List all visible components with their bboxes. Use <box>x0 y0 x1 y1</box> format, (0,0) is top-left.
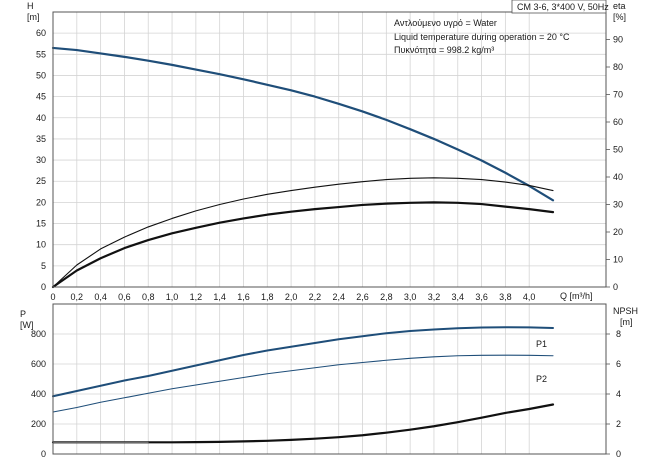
y-right-tick-label-bottom: 6 <box>616 359 621 369</box>
x-tick-label: 2,2 <box>309 292 322 302</box>
y-left-tick-label: 0 <box>41 282 46 292</box>
y-left-tick-label: 45 <box>36 92 46 102</box>
y-left-tick-label: 25 <box>36 176 46 186</box>
annotation-liquid: Αντλούμενο υγρό = Water <box>394 18 497 28</box>
y-left-tick-label-bottom: 600 <box>31 359 46 369</box>
x-tick-label: 0,8 <box>142 292 155 302</box>
top-grid <box>52 12 606 288</box>
y-right-tick-label-bottom: 0 <box>616 449 621 459</box>
x-tick-label: 3,8 <box>499 292 512 302</box>
y-right-unit-top: [%] <box>613 12 626 22</box>
annotation-density: Πυκνότητα = 998.2 kg/m³ <box>394 45 494 55</box>
y-right-tick-label: 30 <box>613 200 623 210</box>
x-tick-label: 0,2 <box>71 292 84 302</box>
top-series-line-2 <box>51 201 555 289</box>
y-right-tick-label: 0 <box>613 282 618 292</box>
y-left-tick-label-bottom: 200 <box>31 419 46 429</box>
y-right-tick-label-bottom: 2 <box>616 419 621 429</box>
y-right-tick-label: 20 <box>613 227 623 237</box>
series-label-p2: P2 <box>536 374 547 384</box>
x-tick-label: 3,2 <box>428 292 441 302</box>
y-left-unit-bottom: [W] <box>20 320 34 330</box>
top-series-line-1 <box>52 177 554 288</box>
y-left-tick-label: 60 <box>36 28 46 38</box>
y-left-tick-label: 10 <box>36 240 46 250</box>
y-left-tick-label: 5 <box>41 261 46 271</box>
chart-title-box <box>511 0 607 14</box>
x-tick-label: 3,4 <box>452 292 465 302</box>
bottom-grid <box>52 304 606 455</box>
y-right-label-top: eta <box>613 1 626 11</box>
top-series-line-0 <box>51 46 555 202</box>
y-right-tick-label: 10 <box>613 255 623 265</box>
y-right-tick-label: 80 <box>613 62 623 72</box>
y-left-tick-label: 50 <box>36 70 46 80</box>
top-axis-ticks: 0 0,2 0,4 0,6 0,8 1,0 1,2 1,4 1,6 1,8 2,0 2,2 2,4 2,6… <box>36 28 623 302</box>
y-right-tick-label: 50 <box>613 145 623 155</box>
x-tick-label: 2,8 <box>380 292 393 302</box>
bottom-series-line-0 <box>52 326 554 398</box>
top-series-group <box>51 46 555 289</box>
x-tick-label: 4,0 <box>523 292 536 302</box>
x-tick-label: 3,6 <box>475 292 488 302</box>
y-left-tick-label-bottom: 0 <box>41 449 46 459</box>
x-tick-label: 1,2 <box>190 292 203 302</box>
y-right-tick-label: 40 <box>613 172 623 182</box>
chart-title: CM 3-6, 3*400 V, 50Hz <box>517 2 609 12</box>
series-label-p1: P1 <box>536 339 547 349</box>
x-tick-label: 0,6 <box>118 292 131 302</box>
x-tick-label: 0,4 <box>94 292 107 302</box>
y-right-tick-label-bottom: 4 <box>616 389 621 399</box>
y-left-tick-label-bottom: 400 <box>31 389 46 399</box>
y-left-unit-top: [m] <box>27 12 40 22</box>
y-right-unit-bottom: [m] <box>620 317 633 327</box>
y-left-tick-label: 20 <box>36 197 46 207</box>
y-left-label-top: H <box>27 1 34 11</box>
y-right-tick-label-bottom: 8 <box>616 329 621 339</box>
x-tick-label: 2,6 <box>356 292 369 302</box>
x-tick-label: 2,4 <box>332 292 345 302</box>
x-tick-label: 1,6 <box>237 292 250 302</box>
x-axis-label: Q [m³/h] <box>560 291 593 301</box>
x-tick-label: 0 <box>50 292 55 302</box>
top-plot-frame <box>52 11 607 288</box>
y-left-tick-label: 30 <box>36 155 46 165</box>
x-tick-label: 3,0 <box>404 292 417 302</box>
y-left-tick-label-bottom: 800 <box>31 329 46 339</box>
x-tick-label: 2,0 <box>285 292 298 302</box>
annotation-temperature: Liquid temperature during operation = 20… <box>394 32 570 42</box>
bottom-axis-ticks: 0 200 400 600 800 0 2 4 6 8 <box>31 329 621 459</box>
y-right-label-bottom: NPSH <box>613 306 638 316</box>
y-left-label-bottom: P <box>20 309 26 319</box>
y-left-tick-label: 55 <box>36 49 46 59</box>
bottom-series-line-2 <box>51 403 555 444</box>
bottom-plot-frame <box>52 303 607 455</box>
x-tick-label: 1,0 <box>166 292 179 302</box>
y-right-tick-label: 60 <box>613 117 623 127</box>
y-left-tick-label: 40 <box>36 113 46 123</box>
x-tick-label: 1,4 <box>213 292 226 302</box>
x-tick-label: 1,8 <box>261 292 274 302</box>
bottom-series-line-1 <box>52 354 554 413</box>
y-left-tick-label: 15 <box>36 219 46 229</box>
bottom-series-group <box>51 326 555 444</box>
y-left-tick-label: 35 <box>36 134 46 144</box>
y-right-tick-label: 70 <box>613 90 623 100</box>
y-right-tick-label: 90 <box>613 35 623 45</box>
